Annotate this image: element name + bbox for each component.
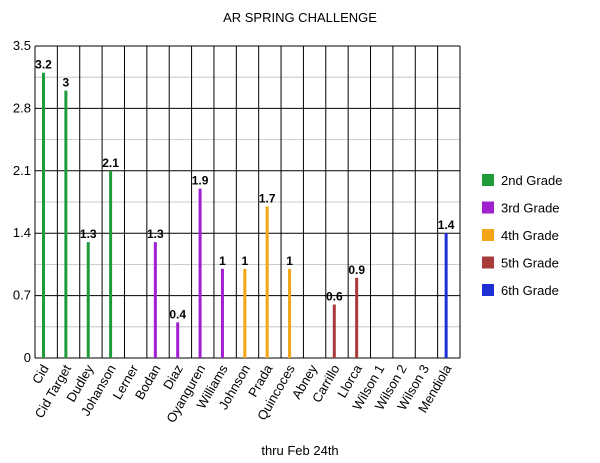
- data-label: 2.1: [102, 156, 119, 170]
- x-axis-label: thru Feb 24th: [261, 443, 338, 458]
- bar: [42, 72, 45, 358]
- data-label: 1.4: [438, 218, 455, 232]
- bar: [86, 242, 90, 358]
- data-label: 1.3: [80, 227, 97, 241]
- data-label: 0.9: [348, 263, 365, 277]
- bar: [288, 268, 292, 358]
- data-label: 3.2: [35, 58, 52, 72]
- legend-swatch: [482, 284, 494, 296]
- data-label: 1: [241, 254, 248, 268]
- data-label: 1.9: [192, 174, 209, 188]
- data-label: 0.6: [326, 290, 343, 304]
- bar: [176, 322, 180, 358]
- data-label: 1.3: [147, 227, 164, 241]
- y-tick-label: 2.1: [13, 163, 31, 178]
- bar: [64, 90, 68, 359]
- legend-swatch: [482, 256, 494, 269]
- y-tick-label: 1.4: [13, 225, 31, 240]
- bar: [243, 268, 247, 358]
- bar: [109, 170, 113, 358]
- data-label: 1: [219, 254, 226, 268]
- data-label: 1.7: [259, 191, 276, 205]
- bar: [332, 304, 336, 358]
- legend-swatch: [482, 229, 494, 241]
- y-tick-label: 0.7: [13, 288, 31, 303]
- legend-label: 3rd Grade: [501, 201, 560, 216]
- legend-label: 6th Grade: [501, 283, 559, 298]
- legend-swatch: [482, 174, 494, 186]
- y-tick-label: 2.8: [13, 100, 31, 115]
- chart-legend: 2nd Grade 3rd Grade 4th Grade 5th Grade 6th …: [482, 173, 562, 298]
- y-axis-ticks: 0 0.7 1.4 2.1 2.8 3.5: [13, 38, 31, 365]
- data-labels: 3.2 3 1.3 2.1 1.3 0.4 1.9 1 1 1.7 1 0.6 0.9 1.4: [35, 58, 455, 322]
- y-tick-label: 3.5: [13, 38, 31, 53]
- chart-title: AR SPRING CHALLENGE: [223, 10, 377, 25]
- legend-swatch: [482, 201, 494, 214]
- data-label: 0.4: [169, 307, 186, 321]
- bar: [444, 233, 448, 358]
- legend-label: 5th Grade: [501, 256, 559, 271]
- data-label: 3: [63, 76, 70, 90]
- bar: [355, 277, 359, 358]
- bar: [220, 268, 224, 358]
- bar: [265, 206, 269, 358]
- legend-label: 4th Grade: [501, 228, 559, 243]
- y-tick-label: 0: [24, 350, 31, 365]
- data-label: 1: [286, 254, 293, 268]
- bar: [153, 242, 157, 358]
- chart-grid: [34, 45, 461, 359]
- chart-bars: [42, 72, 448, 359]
- bar: [198, 188, 202, 358]
- legend-label: 2nd Grade: [501, 173, 562, 188]
